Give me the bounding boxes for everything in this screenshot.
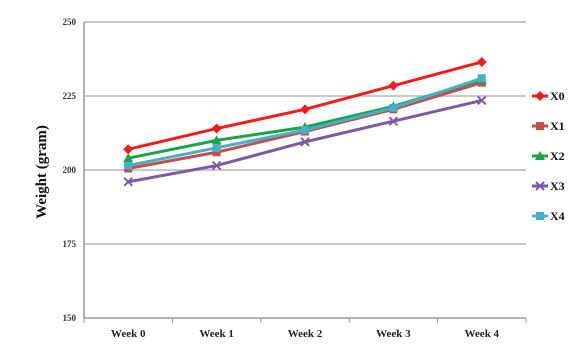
data-point-x3 <box>300 137 310 147</box>
data-point-x2 <box>211 135 222 145</box>
data-point-x0 <box>123 144 134 155</box>
series-group <box>123 56 487 187</box>
data-point-x1 <box>212 148 221 157</box>
legend-item-x0: X0 <box>532 89 565 103</box>
data-point-x4 <box>212 143 221 152</box>
y-tick-label: 175 <box>63 239 77 249</box>
legend-label: X1 <box>550 119 565 133</box>
series-line-x2 <box>127 78 483 160</box>
series-x4 <box>124 74 486 170</box>
series-x0 <box>123 56 487 155</box>
data-point-x0 <box>476 56 487 67</box>
x-tick-label: Week 2 <box>288 328 323 340</box>
data-point-x3 <box>211 160 222 171</box>
legend-item-x3: X3 <box>532 179 565 193</box>
y-tick-label: 200 <box>63 165 77 175</box>
series-line-x4 <box>127 76 483 168</box>
x-tick-label: Week 0 <box>111 328 146 340</box>
y-axis-label: Weight (gram) <box>34 125 50 219</box>
y-tick-label: 250 <box>63 17 77 27</box>
legend-item-x4: X4 <box>532 209 565 223</box>
legend-item-x1: X1 <box>532 119 565 133</box>
series-x2 <box>123 74 487 163</box>
x-tick-label: Week 4 <box>465 328 500 340</box>
data-point-x3 <box>123 177 133 187</box>
data-point-x0 <box>300 104 310 115</box>
legend-label: X0 <box>550 89 565 103</box>
data-point-x3 <box>477 95 487 106</box>
legend-marker <box>535 151 545 160</box>
legend-item-x2: X2 <box>532 149 565 163</box>
legend-marker <box>535 91 545 101</box>
x-tick-label: Week 3 <box>376 328 411 340</box>
data-point-x4 <box>477 74 486 83</box>
legend-label: X2 <box>550 149 565 163</box>
data-point-x4 <box>389 103 398 112</box>
x-tick-label: Week 1 <box>199 328 234 340</box>
data-point-x2 <box>123 153 134 163</box>
legend-marker <box>535 181 545 191</box>
legend: X0 X1 X2 X3 X4 <box>532 89 565 223</box>
series-x3 <box>123 95 487 187</box>
data-point-x4 <box>301 126 309 135</box>
axes: 150 175 200 225 250 Week 0 Week 1 Week 2 Week 3 W… <box>63 17 527 340</box>
gridlines <box>84 21 526 245</box>
legend-label: X3 <box>550 179 565 193</box>
legend-marker <box>536 212 544 220</box>
data-point-x0 <box>211 123 222 134</box>
data-point-x4 <box>124 161 133 170</box>
y-tick-label: 150 <box>63 313 77 323</box>
data-point-x0 <box>388 80 399 91</box>
data-point-x3 <box>388 116 399 126</box>
legend-label: X4 <box>550 209 565 223</box>
legend-marker <box>536 122 544 130</box>
y-tick-label: 225 <box>63 91 77 101</box>
